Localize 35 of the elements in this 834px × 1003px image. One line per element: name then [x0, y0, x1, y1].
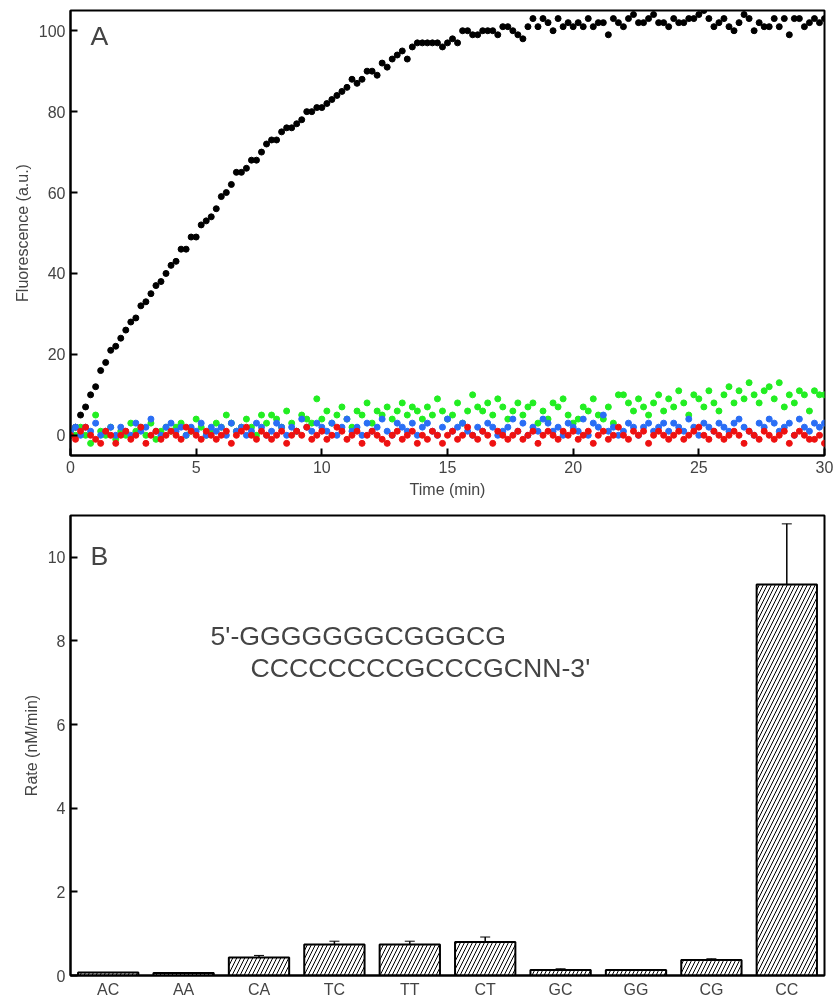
x-tick-label: AA: [172, 980, 195, 998]
y-tick-label: 20: [47, 346, 66, 364]
x-tick-label: 5: [191, 458, 201, 476]
x-tick-label: AC: [97, 980, 120, 998]
x-tick-label: 10: [312, 458, 331, 476]
x-tick-label: 20: [564, 458, 583, 476]
x-tick-label: GC: [548, 980, 573, 998]
x-tick-label: CC: [775, 980, 799, 998]
y-tick-label: 60: [47, 184, 66, 202]
x-tick-label: GG: [623, 980, 649, 998]
y-tick-label: 2: [56, 883, 66, 901]
x-tick-label: TC: [323, 980, 346, 998]
y-tick-label: 80: [47, 103, 66, 121]
x-tick-label: 25: [689, 458, 708, 476]
y-axis-title: Rate (nM/min): [22, 694, 40, 797]
y-tick-label: 10: [47, 549, 66, 567]
x-tick-label: 15: [438, 458, 457, 476]
x-tick-label: TT: [400, 980, 420, 998]
y-tick-label: 8: [56, 632, 66, 650]
x-tick-label: CT: [474, 980, 497, 998]
annotation: 5'-GGGGGGGCGGGCG: [210, 620, 506, 651]
y-tick-label: 6: [56, 716, 66, 734]
y-tick-label: 0: [56, 967, 66, 985]
y-tick-label: 0: [56, 427, 66, 445]
x-tick-label: CG: [699, 980, 724, 998]
y-tick-label: 40: [47, 265, 66, 283]
y-axis-title: Fluorescence (a.u.): [13, 164, 31, 302]
annotation: CCCCCCCCGCCCGCNN-3': [250, 652, 591, 683]
annotation: A: [90, 20, 109, 51]
y-tick-label: 100: [38, 22, 66, 40]
annotation: B: [90, 540, 109, 571]
x-tick-label: 30: [815, 458, 834, 476]
y-tick-label: 4: [56, 800, 66, 818]
x-tick-label: CA: [247, 980, 271, 998]
x-axis-title: Time (min): [409, 480, 486, 498]
